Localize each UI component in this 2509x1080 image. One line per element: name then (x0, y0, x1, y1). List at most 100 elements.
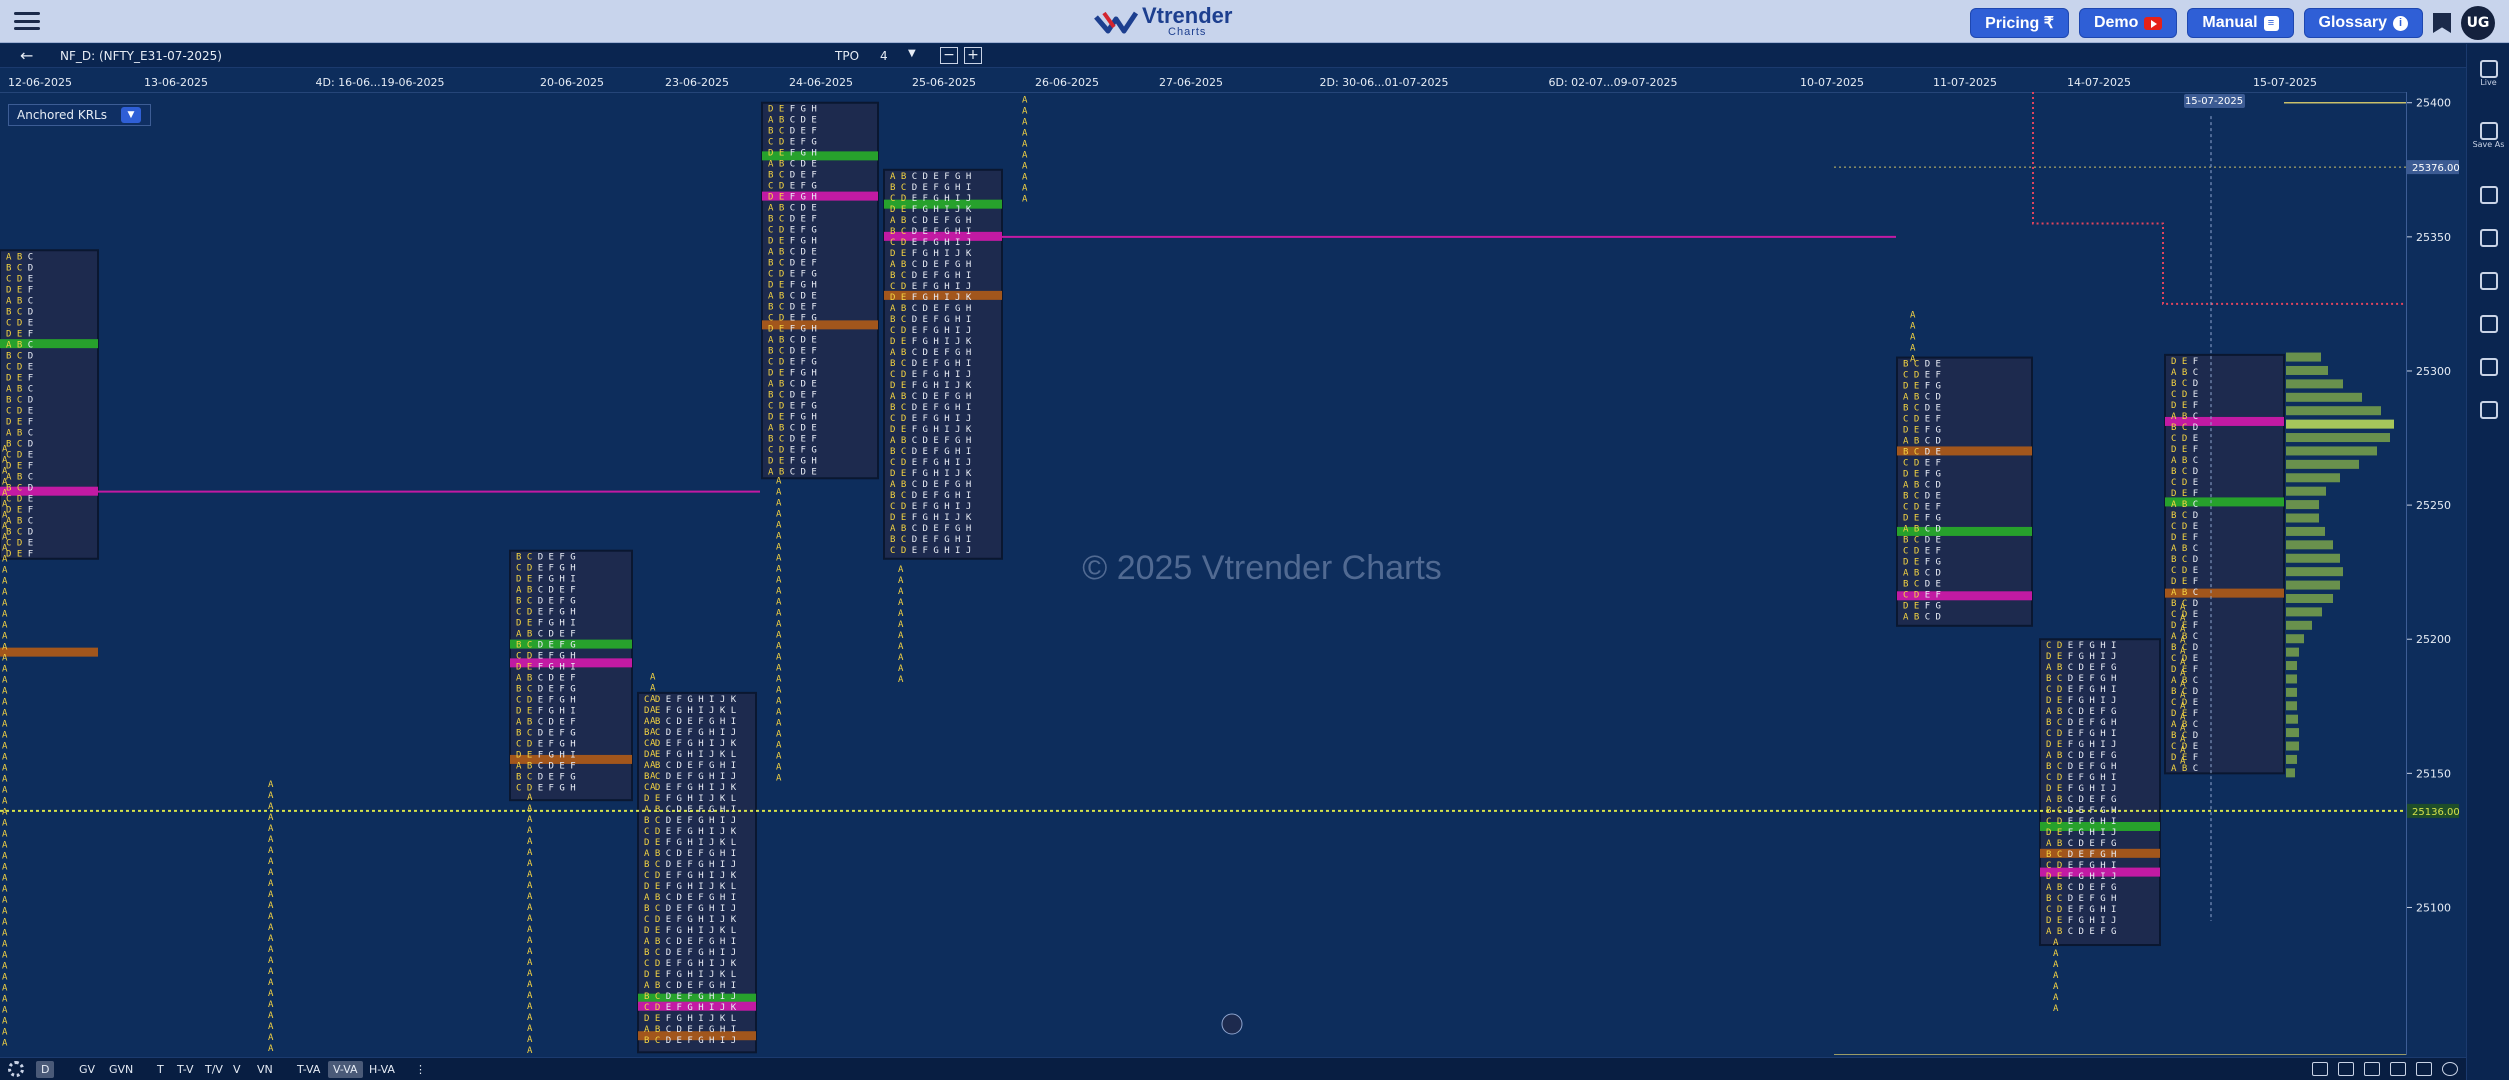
vtrender-logo-icon (1094, 11, 1138, 34)
tpo-tail: A (2, 609, 8, 619)
tpo-tail: A (2, 1005, 8, 1015)
tpo-tail: A (2, 906, 8, 916)
view-vn-button[interactable]: VN (257, 1063, 273, 1076)
layout-rows-button[interactable] (2467, 272, 2509, 290)
tpo-row: A B C (2171, 500, 2198, 510)
line-chart-icon[interactable] (2338, 1062, 2354, 1076)
view-d-button[interactable]: D (36, 1061, 55, 1078)
tpo-row: D E F G H I J K (890, 513, 972, 523)
tpo-tail: A (776, 774, 782, 784)
tpo-row: B C D E F (768, 215, 817, 225)
avatar[interactable]: UG (2461, 6, 2495, 40)
snapshot-icon[interactable] (2364, 1062, 2380, 1076)
tpo-row: A B C D E (768, 248, 817, 258)
tpo-row: D E F G H I (516, 663, 576, 673)
tpo-row: B C D E F G (516, 597, 576, 607)
panel-icon[interactable] (2390, 1062, 2406, 1076)
tpo-tail: A (2180, 636, 2186, 646)
tpo-row: C D E (2171, 742, 2198, 752)
volume-bar (2286, 392, 2362, 402)
grid-icon[interactable] (2312, 1062, 2328, 1076)
live-label: Live (2480, 78, 2497, 87)
tpo-tail: A (2, 631, 8, 641)
manual-button[interactable]: Manual ≡ (2187, 8, 2294, 38)
view-v-button[interactable]: V (233, 1063, 241, 1076)
tpo-plus-button[interactable]: + (964, 47, 982, 64)
gear-icon[interactable] (8, 1061, 24, 1077)
tpo-row: A B C D E F G (2046, 839, 2116, 849)
chevron-down-icon[interactable]: ▼ (908, 48, 916, 59)
view-gv-button[interactable]: GV (79, 1063, 96, 1076)
tpo-tail: A (268, 846, 274, 856)
tpo-tail: A (776, 719, 782, 729)
tpo-row: A B C (2171, 588, 2198, 598)
right-sidebar: Live Save As (2466, 44, 2509, 1080)
layout-multi-button[interactable] (2467, 401, 2509, 419)
tpo-tail: A (2, 543, 8, 553)
price-tick-label: 25350 (2416, 231, 2451, 244)
tpo-tail: A (1910, 354, 1916, 364)
tpo-tail: A (898, 598, 904, 608)
tpo-tail: A (527, 870, 533, 880)
tpo-tail: A (268, 890, 274, 900)
save-as-button[interactable]: Save As (2467, 122, 2509, 149)
poc-band (884, 231, 1002, 241)
tpo-size-select[interactable]: 4 (880, 49, 888, 63)
tpo-row: B C D E F G H (2046, 894, 2116, 904)
tpo-tail: A (2, 763, 8, 773)
tpo-tail: A (2, 983, 8, 993)
live-button[interactable]: Live (2467, 60, 2509, 87)
demo-button[interactable]: Demo (2078, 8, 2178, 38)
date-label: 20-06-2025 (540, 76, 604, 89)
fullscreen-icon[interactable] (2416, 1062, 2432, 1076)
volume-bar (2286, 687, 2297, 697)
layout-grid-button[interactable] (2467, 315, 2509, 333)
tpo-tail: A (2, 686, 8, 696)
layout-split-button[interactable] (2467, 229, 2509, 247)
value-area-high-band (510, 639, 632, 649)
tpo-tail: A (268, 1000, 274, 1010)
tpo-tail: A (1022, 162, 1028, 172)
top-header: Vtrender Charts Pricing ₹ Demo Manual ≡ G… (0, 0, 2509, 43)
layout-columns-button[interactable] (2467, 358, 2509, 376)
volume-bar (2286, 500, 2319, 510)
tpo-row: A B C D E F G H (890, 348, 971, 358)
tpo-row: A B C (6, 516, 33, 526)
tpo-row: D E F G H I J (2046, 784, 2116, 794)
bookmark-icon[interactable] (2433, 13, 2451, 33)
close-icon[interactable] (2442, 1062, 2458, 1076)
anchored-krls-dropdown[interactable]: Anchored KRLs ▼ (8, 104, 151, 126)
view-h-va-button[interactable]: H-VA (369, 1063, 395, 1076)
view-v-va-button[interactable]: V-VA (328, 1061, 363, 1078)
logo[interactable]: Vtrender Charts (1094, 4, 1232, 38)
tpo-tail: A (527, 947, 533, 957)
market-profile-chart[interactable]: © 2025 Vtrender Charts A B C B C D C D E … (0, 92, 2466, 1055)
tpo-minus-button[interactable]: − (940, 47, 958, 64)
tpo-tail: A (776, 763, 782, 773)
view-t-va-button[interactable]: T-VA (297, 1063, 321, 1076)
bottom-toolbar: D GV GVN T T-V T/V V VN T-VA V-VA H-VA ⋮ (0, 1057, 2466, 1080)
view-t-v-button[interactable]: T-V (177, 1063, 194, 1076)
tpo-row: C D E F G H (516, 740, 576, 750)
tpo-row: A B C D E F (516, 674, 576, 684)
tpo-row: D E F (2171, 489, 2198, 499)
volume-bar (2286, 607, 2322, 617)
glossary-button[interactable]: Glossary i (2303, 8, 2423, 38)
tpo-tail: A (268, 1033, 274, 1043)
tpo-tail: A (2, 895, 8, 905)
tpo-tail: A (527, 826, 533, 836)
tpo-tail: A (2, 884, 8, 894)
back-arrow-icon[interactable]: ← (20, 46, 34, 65)
tpo-row: A B C D E F G (2046, 663, 2116, 673)
tpo-tail: A (650, 672, 656, 682)
view-t-slash-v-button[interactable]: T/V (205, 1063, 223, 1076)
view-t-button[interactable]: T (157, 1063, 164, 1076)
tpo-tail: A (2180, 746, 2186, 756)
pricing-button[interactable]: Pricing ₹ (1970, 8, 2069, 38)
tpo-row: A B C D E F G H (890, 304, 971, 314)
more-options-icon[interactable]: ⋮ (415, 1063, 426, 1076)
hamburger-menu-icon[interactable] (14, 9, 40, 33)
layout-single-button[interactable] (2467, 186, 2509, 204)
view-gvn-button[interactable]: GVN (109, 1063, 134, 1076)
tpo-row: A B C D E F G H (890, 392, 971, 402)
